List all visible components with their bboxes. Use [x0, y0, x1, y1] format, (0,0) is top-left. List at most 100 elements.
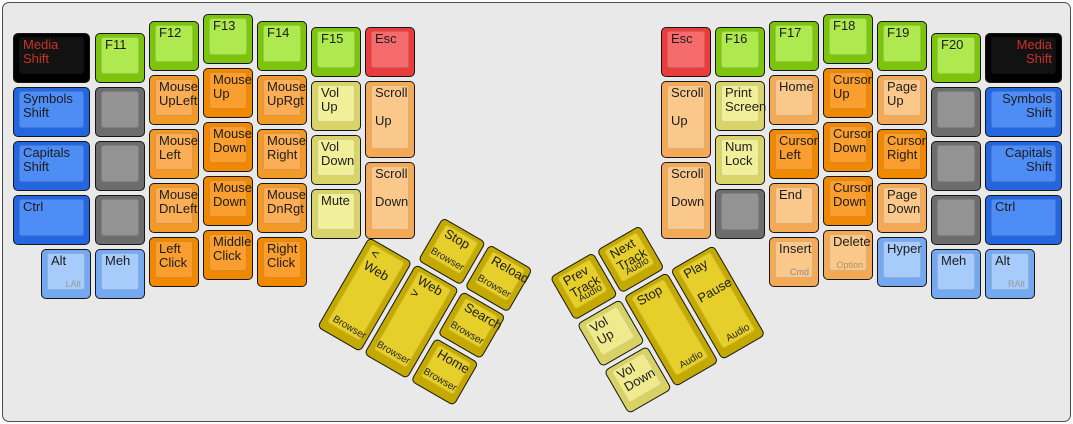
keycap-face: Mouse Right — [263, 133, 306, 170]
key-home-nav[interactable]: Home — [769, 75, 819, 125]
key-f15[interactable]: F15 — [311, 27, 361, 77]
keycap-face: Capitals Shift — [991, 145, 1056, 182]
key-middle-click[interactable]: Middle Click — [203, 230, 253, 280]
key-blank-r2[interactable] — [931, 87, 981, 137]
key-media-shift-right[interactable]: Media Shift — [985, 33, 1062, 83]
keycap-face: Left Click — [155, 241, 193, 278]
keycap-face: Alt RAlt — [991, 253, 1029, 290]
key-capitals-shift-left[interactable]: Capitals Shift — [13, 141, 90, 191]
key-cursor-right[interactable]: Cursor Right — [877, 129, 927, 179]
key-f16[interactable]: F16 — [715, 27, 765, 77]
key-label: Scroll Up — [671, 85, 704, 128]
key-num-lock[interactable]: Num Lock — [715, 135, 765, 185]
key-f20[interactable]: F20 — [931, 33, 981, 83]
key-label: Symbols Shift — [1002, 91, 1052, 120]
key-print-screen[interactable]: Print Screen — [715, 81, 766, 131]
key-cursor-down-2[interactable]: Cursor Down — [823, 176, 873, 226]
key-label: Mouse UpLeft — [159, 79, 199, 108]
key-symbols-shift-right[interactable]: Symbols Shift — [985, 87, 1062, 137]
key-f12[interactable]: F12 — [149, 21, 199, 71]
key-scroll-up-right[interactable]: Scroll Up — [661, 81, 711, 158]
key-symbols-shift-left[interactable]: Symbols Shift — [13, 87, 90, 137]
key-mouse-down-1[interactable]: Mouse Down — [203, 122, 253, 172]
key-alt-left[interactable]: Alt LAlt — [41, 249, 91, 299]
key-label: Mouse Down — [213, 180, 253, 209]
keycap-face: Right Click — [263, 241, 301, 278]
key-label: F15 — [321, 31, 344, 46]
key-f14[interactable]: F14 — [257, 21, 307, 71]
key-left-click[interactable]: Left Click — [149, 237, 199, 287]
key-end[interactable]: End — [769, 183, 819, 233]
key-label: Vol Down — [614, 360, 658, 395]
key-mouse-uprgt[interactable]: Mouse UpRgt — [257, 75, 307, 125]
keycap-face: F11 — [101, 37, 139, 74]
key-blank-l1[interactable] — [95, 87, 145, 137]
key-scroll-down-left[interactable]: Scroll Down — [365, 162, 415, 239]
key-esc-right[interactable]: Esc — [661, 27, 711, 77]
keycap-face: Prev Track Audio — [556, 258, 609, 310]
key-mouse-dnrgt[interactable]: Mouse DnRgt — [257, 183, 307, 233]
key-label: Cursor Up — [833, 72, 873, 101]
keycap-face — [101, 145, 139, 182]
key-ctrl-left[interactable]: Ctrl — [13, 195, 90, 245]
key-cursor-down-1[interactable]: Cursor Down — [823, 122, 873, 172]
key-label: Esc — [375, 31, 397, 46]
key-blank-r1[interactable] — [715, 189, 765, 239]
keycap-face: Home Browser — [420, 344, 472, 396]
key-meh-left[interactable]: Meh — [95, 249, 145, 299]
key-f18[interactable]: F18 — [823, 14, 873, 64]
key-insert[interactable]: Insert Cmd — [769, 237, 819, 287]
key-delete[interactable]: Delete Option — [823, 230, 873, 280]
key-media-shift-left[interactable]: Media Shift — [13, 33, 90, 83]
key-label: Capitals Shift — [1005, 145, 1052, 174]
key-label: Num Lock — [725, 139, 753, 168]
key-scroll-up-left[interactable]: Scroll Up — [365, 81, 415, 158]
key-mouse-up[interactable]: Mouse Up — [203, 68, 253, 118]
key-mouse-down-2[interactable]: Mouse Down — [203, 176, 253, 226]
key-label: Meh — [941, 253, 967, 268]
key-page-up[interactable]: Page Up — [877, 75, 927, 125]
key-label: Symbols Shift — [23, 91, 73, 120]
key-blank-r4[interactable] — [931, 195, 981, 245]
key-mute[interactable]: Mute — [311, 189, 361, 239]
key-cursor-up[interactable]: Cursor Up — [823, 68, 873, 118]
key-cursor-left[interactable]: Cursor Left — [769, 129, 819, 179]
key-label: < Web — [361, 245, 392, 284]
key-hyper[interactable]: Hyper — [877, 237, 927, 287]
keycap-face: Esc — [371, 31, 409, 68]
key-meh-right[interactable]: Meh — [931, 249, 981, 299]
key-esc-left[interactable]: Esc — [365, 27, 415, 77]
key-vol-down-left[interactable]: Vol Down — [311, 135, 361, 185]
key-sublabel: Browser — [374, 339, 412, 368]
key-label: Stop — [634, 282, 665, 309]
key-alt-right[interactable]: Alt RAlt — [985, 249, 1035, 299]
key-right-click[interactable]: Right Click — [257, 237, 307, 287]
key-mouse-dnleft[interactable]: Mouse DnLeft — [149, 183, 199, 233]
key-scroll-down-right[interactable]: Scroll Down — [661, 162, 711, 239]
key-f19[interactable]: F19 — [877, 21, 927, 71]
keycap-face: Cursor Down — [829, 180, 873, 217]
keycap-face: Mouse Down — [209, 126, 252, 163]
key-vol-up-left[interactable]: Vol Up — [311, 81, 361, 131]
key-label: Cursor Down — [833, 180, 873, 209]
keycap-face: Next Track Audio — [603, 231, 656, 283]
keycap-face: Page Up — [883, 79, 921, 116]
key-f11[interactable]: F11 — [95, 33, 145, 83]
key-label: Ctrl — [995, 199, 1016, 214]
key-f17[interactable]: F17 — [769, 21, 819, 71]
key-label: Insert — [779, 241, 812, 256]
key-blank-r3[interactable] — [931, 141, 981, 191]
key-mouse-right[interactable]: Mouse Right — [257, 129, 307, 179]
key-blank-l3[interactable] — [95, 195, 145, 245]
key-mouse-left[interactable]: Mouse Left — [149, 129, 199, 179]
key-label: Media Shift — [23, 37, 59, 66]
keycap-face: F15 — [317, 31, 355, 68]
key-page-down[interactable]: Page Down — [877, 183, 927, 233]
key-f13[interactable]: F13 — [203, 14, 253, 64]
key-capitals-shift-right[interactable]: Capitals Shift — [985, 141, 1062, 191]
key-ctrl-right[interactable]: Ctrl — [985, 195, 1062, 245]
key-blank-l2[interactable] — [95, 141, 145, 191]
keycap-face: Vol Up — [583, 305, 636, 357]
keycap-face: Mouse UpRgt — [263, 79, 306, 116]
key-mouse-upleft[interactable]: Mouse UpLeft — [149, 75, 199, 125]
